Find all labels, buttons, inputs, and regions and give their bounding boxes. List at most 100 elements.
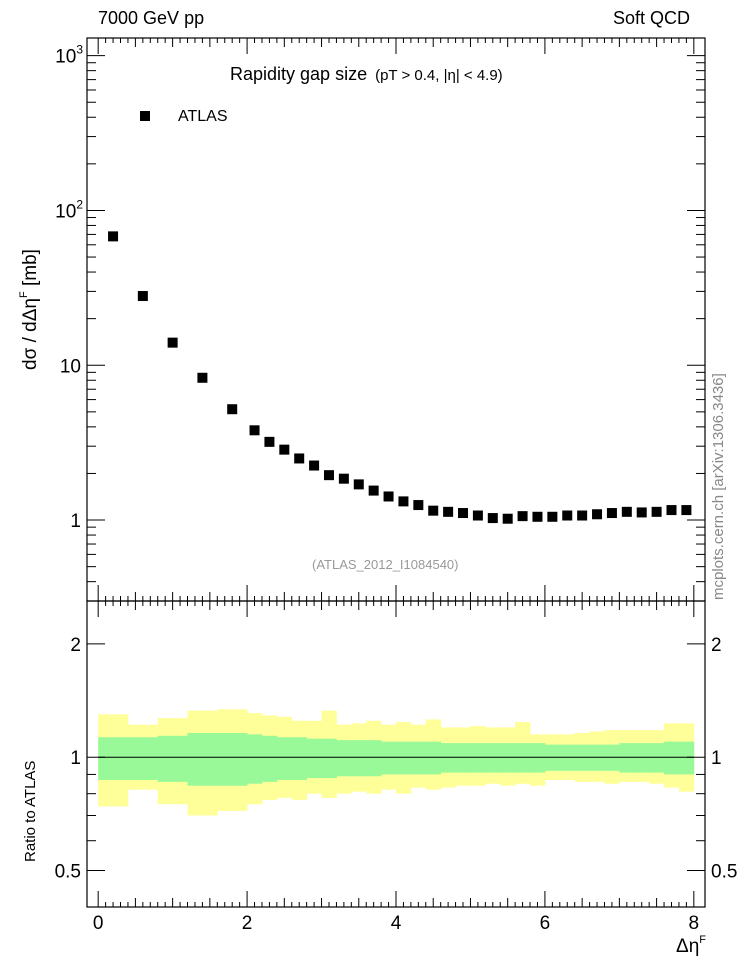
ratio-band-inner bbox=[589, 744, 605, 771]
ratio-band-inner bbox=[455, 743, 471, 773]
ratio-band-inner bbox=[351, 740, 367, 777]
plot-title-main: Rapidity gap size bbox=[230, 64, 368, 84]
y-tick-label: 10 bbox=[60, 356, 81, 377]
header-energy-label: 7000 GeV pp bbox=[98, 8, 205, 28]
tick-labels: 1 10 102 103 0.5 0.5 1 1 2 2 0 2 4 6 8 bbox=[55, 43, 738, 934]
data-point bbox=[338, 473, 349, 484]
data-point bbox=[323, 470, 334, 481]
ratio-band-inner bbox=[574, 744, 590, 771]
ratio-band-inner bbox=[649, 743, 665, 773]
ratio-band-inner bbox=[425, 741, 442, 775]
ratio-band-inner bbox=[410, 741, 427, 775]
analysis-reference: (ATLAS_2012_I1084540) bbox=[312, 557, 459, 572]
ratio-y-axis-title: Ratio to ATLAS bbox=[22, 760, 39, 862]
data-point bbox=[472, 510, 483, 521]
data-point bbox=[368, 485, 379, 496]
ratio-band-inner bbox=[306, 738, 322, 779]
data-point bbox=[137, 291, 148, 302]
data-point bbox=[428, 505, 439, 516]
ratio-band-inner bbox=[530, 743, 546, 773]
plot-title: Rapidity gap size (pT > 0.4, |η| < 4.9) bbox=[230, 64, 503, 85]
x-tick-label: 4 bbox=[391, 913, 402, 934]
y-tick-label: 103 bbox=[55, 43, 83, 68]
ratio-band-inner bbox=[396, 741, 412, 775]
data-point bbox=[517, 511, 528, 522]
ratio-band-inner bbox=[187, 732, 218, 786]
ratio-band-inner bbox=[678, 741, 695, 775]
x-tick-label: 2 bbox=[242, 913, 253, 934]
data-point bbox=[353, 479, 364, 490]
ratio-band-inner bbox=[321, 738, 337, 779]
data-point bbox=[621, 506, 632, 517]
ratio-band-inner bbox=[261, 735, 278, 782]
ratio-band-inner bbox=[217, 732, 248, 786]
ratio-y-tick-label-right: 1 bbox=[711, 748, 722, 769]
data-point bbox=[636, 507, 647, 518]
ratio-band-inner bbox=[634, 743, 650, 773]
ratio-band-inner bbox=[515, 743, 531, 773]
ratio-band-inner bbox=[157, 735, 188, 782]
data-point bbox=[666, 505, 677, 516]
data-point bbox=[577, 510, 588, 521]
data-point bbox=[279, 444, 290, 455]
main-y-axis-title-sup: F bbox=[18, 291, 30, 299]
ratio-band-inner bbox=[664, 741, 680, 775]
data-point bbox=[413, 500, 424, 511]
data-point bbox=[458, 508, 469, 519]
main-y-axis-title-unit: [mb] bbox=[20, 249, 41, 292]
data-point bbox=[606, 508, 617, 519]
ratio-band-inner bbox=[276, 737, 293, 780]
ratio-band-inner bbox=[440, 743, 456, 773]
ratio-band-inner bbox=[381, 741, 397, 775]
ratio-band-inner bbox=[291, 737, 308, 780]
data-point bbox=[398, 496, 409, 507]
ratio-band-inner bbox=[500, 743, 516, 773]
ratio-y-tick-label: 2 bbox=[70, 635, 81, 656]
x-tick-label: 0 bbox=[93, 913, 104, 934]
data-point bbox=[309, 460, 320, 471]
data-point bbox=[532, 511, 543, 522]
x-axis-title: ΔηF bbox=[676, 934, 706, 958]
x-tick-label: 8 bbox=[689, 913, 700, 934]
data-point bbox=[383, 491, 394, 502]
data-point bbox=[227, 404, 238, 415]
header-process-label: Soft QCD bbox=[612, 8, 690, 28]
plot-title-cuts: (pT > 0.4, |η| < 4.9) bbox=[375, 67, 503, 84]
ratio-band-inner bbox=[127, 737, 159, 780]
main-y-axis-title: dσ / dΔηF [mb] bbox=[18, 249, 42, 370]
data-markers bbox=[108, 231, 692, 524]
data-point bbox=[294, 453, 305, 464]
data-point bbox=[651, 506, 662, 517]
data-point bbox=[167, 337, 178, 348]
data-point bbox=[681, 505, 692, 516]
main-y-axis-title-text: dσ / dΔη bbox=[20, 298, 41, 370]
axis-ticks bbox=[87, 38, 705, 908]
data-point bbox=[443, 506, 454, 517]
data-point bbox=[487, 513, 498, 524]
ratio-band-inner bbox=[470, 743, 486, 773]
ratio-band-inner bbox=[604, 744, 620, 771]
ratio-band-inner bbox=[619, 743, 635, 773]
ratio-band-inner bbox=[247, 734, 263, 784]
ratio-bands bbox=[98, 709, 695, 816]
data-point bbox=[249, 425, 260, 436]
y-tick-label: 102 bbox=[55, 197, 83, 222]
x-tick-label: 6 bbox=[540, 913, 551, 934]
data-point bbox=[108, 231, 119, 242]
ratio-band-inner bbox=[559, 744, 576, 771]
watermark: mcplots.cern.ch [arXiv:1306.3436] bbox=[710, 373, 727, 600]
data-point bbox=[197, 372, 208, 383]
ratio-band-inner bbox=[485, 743, 501, 773]
ratio-band-inner bbox=[336, 740, 352, 777]
x-axis-title-sup: F bbox=[699, 934, 706, 946]
data-point bbox=[502, 513, 513, 524]
ratio-band-inner bbox=[544, 744, 561, 771]
ratio-band-inner bbox=[366, 740, 382, 777]
ratio-y-tick-label: 1 bbox=[70, 748, 81, 769]
data-point bbox=[562, 510, 573, 521]
ratio-y-tick-label-right: 2 bbox=[711, 635, 722, 656]
data-point bbox=[547, 511, 558, 522]
data-point bbox=[264, 436, 275, 447]
data-point bbox=[592, 509, 603, 520]
